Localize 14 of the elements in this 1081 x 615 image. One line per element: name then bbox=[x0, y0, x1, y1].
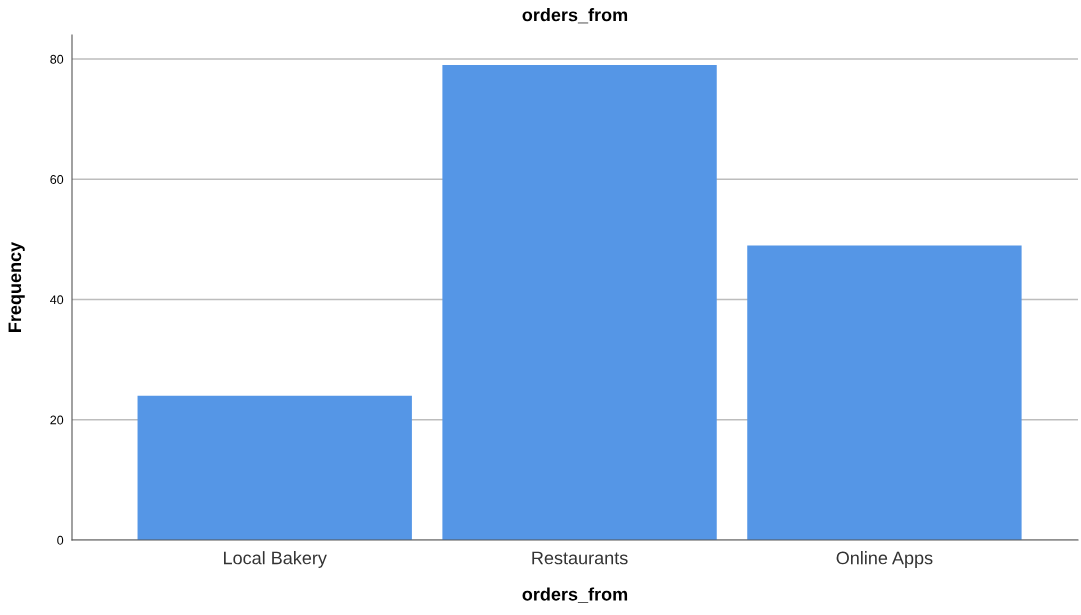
bar bbox=[137, 395, 412, 540]
y-axis-title: Frequency bbox=[8, 241, 25, 332]
y-tick-label: 80 bbox=[50, 54, 64, 64]
x-axis-title: orders_from bbox=[522, 587, 628, 603]
y-tick-label: 20 bbox=[50, 415, 64, 425]
x-tick-label: Restaurants bbox=[532, 551, 628, 565]
y-tick-label: 60 bbox=[50, 175, 64, 184]
x-tick-label: Local Bakery bbox=[224, 551, 327, 568]
y-tick-label: 40 bbox=[50, 295, 64, 305]
chart-title: orders_from bbox=[522, 8, 628, 24]
bar bbox=[442, 65, 717, 540]
y-tick-label: 0 bbox=[57, 535, 64, 545]
x-tick-label: Online Apps bbox=[836, 551, 933, 568]
bar bbox=[747, 245, 1022, 540]
